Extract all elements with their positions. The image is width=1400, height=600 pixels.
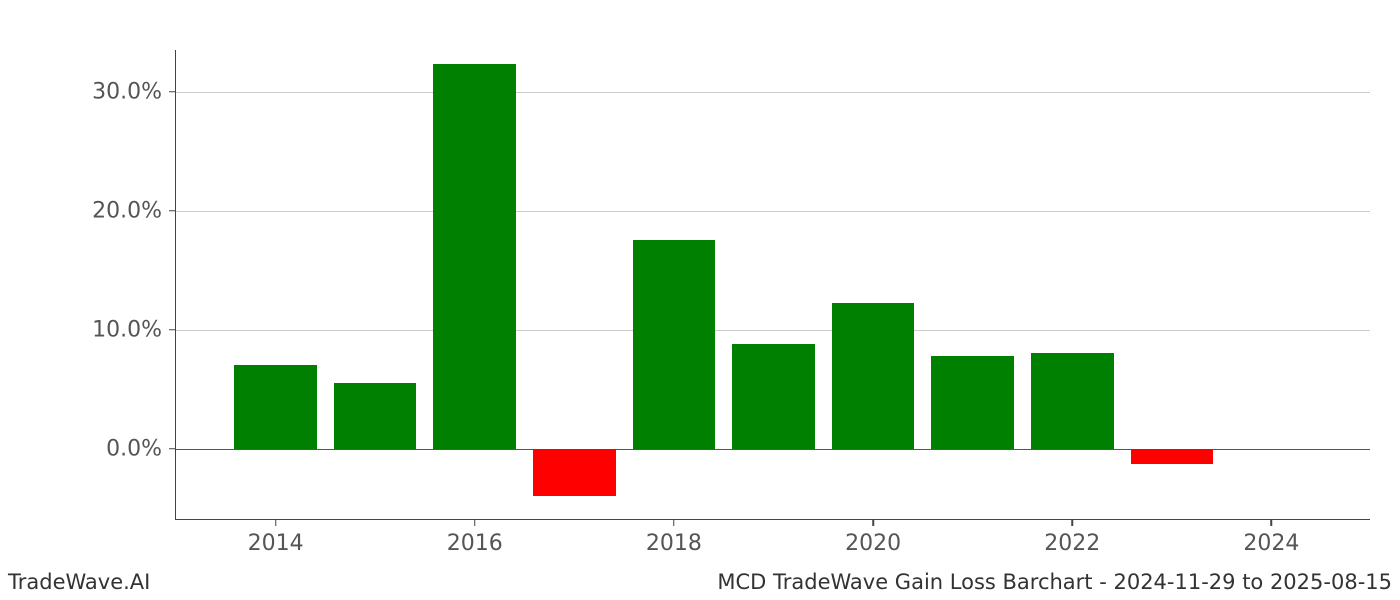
x-tick-label: 2016 xyxy=(447,531,503,556)
plot-area: 0.0%10.0%20.0%30.0%201420162018202020222… xyxy=(175,50,1370,520)
y-tick-label: 10.0% xyxy=(92,317,162,342)
bar-2017 xyxy=(533,449,616,497)
x-tick-mark xyxy=(275,519,277,526)
bar-2022 xyxy=(1031,353,1114,448)
x-tick-mark xyxy=(1271,519,1273,526)
x-tick-mark xyxy=(474,519,476,526)
y-tick-mark xyxy=(169,448,176,450)
footer-left-label: TradeWave.AI xyxy=(8,570,150,594)
x-tick-label: 2018 xyxy=(646,531,702,556)
y-tick-label: 30.0% xyxy=(92,79,162,104)
y-tick-mark xyxy=(169,91,176,93)
x-tick-mark xyxy=(1072,519,1074,526)
y-tick-label: 0.0% xyxy=(106,436,162,461)
y-gridline xyxy=(176,92,1370,93)
x-tick-label: 2014 xyxy=(248,531,304,556)
footer-right-label: MCD TradeWave Gain Loss Barchart - 2024-… xyxy=(717,570,1392,594)
bar-2016 xyxy=(433,64,516,448)
bar-2018 xyxy=(633,240,716,448)
y-gridline xyxy=(176,330,1370,331)
bar-2014 xyxy=(234,365,317,448)
y-tick-label: 20.0% xyxy=(92,198,162,223)
x-tick-label: 2024 xyxy=(1243,531,1299,556)
bar-2019 xyxy=(732,344,815,449)
y-gridline xyxy=(176,211,1370,212)
y-tick-mark xyxy=(169,210,176,212)
bar-2023 xyxy=(1131,449,1214,464)
gain-loss-barchart: 0.0%10.0%20.0%30.0%201420162018202020222… xyxy=(175,50,1370,520)
bar-2021 xyxy=(931,356,1014,449)
x-tick-mark xyxy=(872,519,874,526)
x-tick-label: 2022 xyxy=(1044,531,1100,556)
bar-2015 xyxy=(334,383,417,448)
bar-2020 xyxy=(832,303,915,448)
x-tick-mark xyxy=(673,519,675,526)
x-tick-label: 2020 xyxy=(845,531,901,556)
y-tick-mark xyxy=(169,329,176,331)
